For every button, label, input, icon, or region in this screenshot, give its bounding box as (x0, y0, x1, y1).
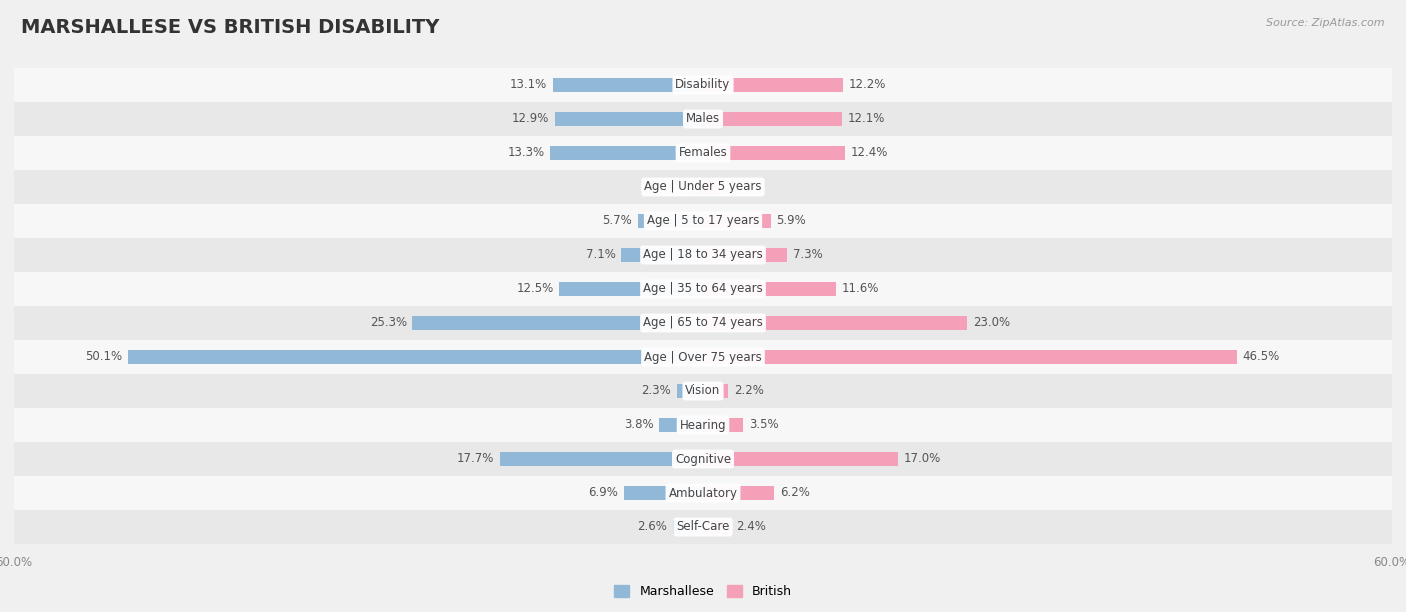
Bar (703, 384, 728, 398)
Bar (14, 306, 1392, 340)
Bar (14, 68, 1392, 102)
Text: Age | 18 to 34 years: Age | 18 to 34 years (643, 248, 763, 261)
Bar (560, 282, 703, 296)
Bar (703, 112, 842, 126)
Text: Cognitive: Cognitive (675, 452, 731, 466)
Text: 2.3%: 2.3% (641, 384, 671, 398)
Text: 50.1%: 50.1% (84, 351, 122, 364)
Bar (703, 146, 845, 160)
Bar (14, 442, 1392, 476)
Bar (676, 384, 703, 398)
Bar (703, 486, 775, 500)
Text: 3.8%: 3.8% (624, 419, 654, 431)
Bar (703, 350, 1237, 364)
Bar (703, 452, 898, 466)
Text: Age | 35 to 64 years: Age | 35 to 64 years (643, 283, 763, 296)
Text: Males: Males (686, 113, 720, 125)
Text: Age | Over 75 years: Age | Over 75 years (644, 351, 762, 364)
Text: Age | 65 to 74 years: Age | 65 to 74 years (643, 316, 763, 329)
Bar (550, 146, 703, 160)
Bar (14, 136, 1392, 170)
Text: Females: Females (679, 146, 727, 160)
Text: 0.94%: 0.94% (650, 181, 686, 193)
Bar (14, 238, 1392, 272)
Bar (659, 418, 703, 432)
Bar (673, 520, 703, 534)
Text: Age | Under 5 years: Age | Under 5 years (644, 181, 762, 193)
Bar (703, 248, 787, 262)
Bar (14, 374, 1392, 408)
Text: Age | 5 to 17 years: Age | 5 to 17 years (647, 214, 759, 228)
Text: 2.2%: 2.2% (734, 384, 763, 398)
Bar (703, 78, 844, 92)
Bar (14, 476, 1392, 510)
Bar (14, 408, 1392, 442)
Bar (703, 520, 731, 534)
Text: 12.5%: 12.5% (516, 283, 554, 296)
Bar (703, 214, 770, 228)
Bar (499, 452, 703, 466)
Bar (128, 350, 703, 364)
Text: 7.3%: 7.3% (793, 248, 823, 261)
Bar (412, 316, 703, 330)
Text: 1.5%: 1.5% (725, 181, 755, 193)
Bar (555, 112, 703, 126)
Bar (553, 78, 703, 92)
Text: Vision: Vision (685, 384, 721, 398)
Text: 13.3%: 13.3% (508, 146, 544, 160)
Text: 46.5%: 46.5% (1243, 351, 1279, 364)
Text: MARSHALLESE VS BRITISH DISABILITY: MARSHALLESE VS BRITISH DISABILITY (21, 18, 440, 37)
Bar (14, 510, 1392, 544)
Bar (14, 204, 1392, 238)
Text: 17.0%: 17.0% (904, 452, 941, 466)
Text: 6.9%: 6.9% (588, 487, 619, 499)
Text: 11.6%: 11.6% (842, 283, 879, 296)
Text: 3.5%: 3.5% (749, 419, 779, 431)
Bar (14, 340, 1392, 374)
Text: 2.6%: 2.6% (637, 520, 668, 534)
Text: 17.7%: 17.7% (457, 452, 494, 466)
Text: 5.9%: 5.9% (776, 214, 806, 228)
Text: Hearing: Hearing (679, 419, 727, 431)
Legend: Marshallese, British: Marshallese, British (609, 580, 797, 603)
Text: 12.1%: 12.1% (848, 113, 884, 125)
Text: 12.2%: 12.2% (849, 78, 886, 92)
Bar (703, 180, 720, 194)
Text: 12.4%: 12.4% (851, 146, 889, 160)
Bar (703, 418, 744, 432)
Text: 5.7%: 5.7% (602, 214, 631, 228)
Text: 13.1%: 13.1% (509, 78, 547, 92)
Bar (14, 272, 1392, 306)
Text: 12.9%: 12.9% (512, 113, 550, 125)
Bar (703, 282, 837, 296)
Text: Disability: Disability (675, 78, 731, 92)
Text: 23.0%: 23.0% (973, 316, 1010, 329)
Text: 7.1%: 7.1% (586, 248, 616, 261)
Bar (703, 316, 967, 330)
Bar (14, 170, 1392, 204)
Text: 2.4%: 2.4% (737, 520, 766, 534)
Bar (692, 180, 703, 194)
Text: 6.2%: 6.2% (780, 487, 810, 499)
Bar (637, 214, 703, 228)
Text: Ambulatory: Ambulatory (668, 487, 738, 499)
Bar (621, 248, 703, 262)
Text: Source: ZipAtlas.com: Source: ZipAtlas.com (1267, 18, 1385, 28)
Text: Self-Care: Self-Care (676, 520, 730, 534)
Text: 25.3%: 25.3% (370, 316, 406, 329)
Bar (14, 102, 1392, 136)
Bar (624, 486, 703, 500)
